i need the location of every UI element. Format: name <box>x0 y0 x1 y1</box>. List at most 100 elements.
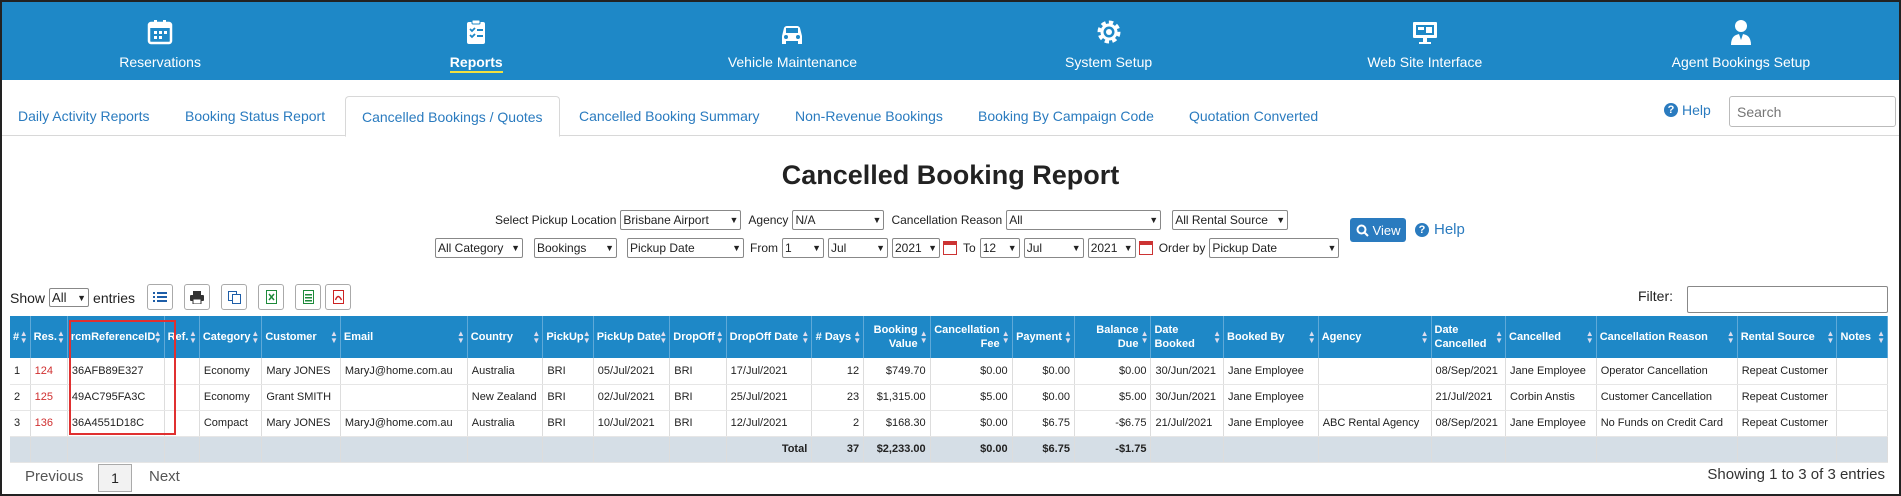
print-button[interactable] <box>184 284 210 310</box>
tab-non-revenue-bookings[interactable]: Non-Revenue Bookings <box>795 108 943 124</box>
from-calendar-icon[interactable] <box>943 241 957 255</box>
column-header[interactable]: Cancellation Reason ▲ ▼ <box>1596 316 1738 358</box>
column-header[interactable]: Email ▲ ▼ <box>340 316 468 358</box>
category-select[interactable]: All Category ▼ <box>435 238 523 258</box>
previous-button[interactable]: Previous <box>25 468 84 485</box>
from-year-select[interactable]: 2021 ▼ <box>892 238 940 258</box>
csv-export-button[interactable] <box>295 284 321 310</box>
column-header[interactable]: PickUp ▲ ▼ <box>542 316 594 358</box>
total-cell <box>261 436 341 463</box>
table-cell: $5.00 <box>930 384 1013 411</box>
column-header[interactable]: # ▲ ▼ <box>10 316 31 358</box>
column-header[interactable]: Booked By ▲ ▼ <box>1223 316 1319 358</box>
nav-web-site-interface[interactable]: Web Site Interface <box>1267 2 1583 80</box>
to-month-select[interactable]: Jul ▼ <box>1023 238 1084 258</box>
table-cell: Grant SMITH <box>261 384 341 411</box>
from-year-value: 2021 <box>895 241 922 255</box>
cancellation-reason-select[interactable]: All ▼ <box>1006 210 1162 230</box>
column-header[interactable]: Cancelled ▲ ▼ <box>1505 316 1597 358</box>
column-header-label: DropOff <box>673 331 715 343</box>
booking-type-select[interactable]: Bookings ▼ <box>534 238 617 258</box>
column-header[interactable]: # Days ▲ ▼ <box>811 316 865 358</box>
total-cell <box>669 436 727 463</box>
total-cell <box>199 436 263 463</box>
column-header[interactable]: Balance Due ▲ ▼ <box>1074 316 1152 358</box>
table-row[interactable]: 1 124 36AFB89E327 Economy Mary JONES MaryJ@ho… <box>10 358 1888 385</box>
column-header[interactable]: Rental Source ▲ ▼ <box>1737 316 1838 358</box>
column-header[interactable]: Cancellation Fee ▲ ▼ <box>930 316 1013 358</box>
table-cell: BRI <box>669 358 727 385</box>
table-cell: 3 <box>10 410 31 437</box>
column-header-label: Cancellation Fee <box>934 324 1000 350</box>
column-header[interactable]: Customer ▲ ▼ <box>261 316 341 358</box>
help-link[interactable]: ? Help <box>1664 102 1711 118</box>
column-header[interactable]: DropOff Date ▲ ▼ <box>726 316 813 358</box>
to-label: To <box>963 241 976 255</box>
agency-select[interactable]: N/A ▼ <box>792 210 885 230</box>
nav-vehicle-maintenance[interactable]: Vehicle Maintenance <box>634 2 950 80</box>
order-by-select[interactable]: Pickup Date ▼ <box>1209 238 1340 258</box>
column-header[interactable]: DropOff ▲ ▼ <box>669 316 727 358</box>
nav-system-setup[interactable]: System Setup <box>951 2 1267 80</box>
column-header[interactable]: Date Booked ▲ ▼ <box>1150 316 1224 358</box>
from-day-select[interactable]: 1 ▼ <box>782 238 824 258</box>
nav-reports[interactable]: Reports <box>318 2 634 80</box>
column-header[interactable]: Payment ▲ ▼ <box>1012 316 1075 358</box>
tab-quotation-converted[interactable]: Quotation Converted <box>1189 108 1319 124</box>
column-header[interactable]: Country ▲ ▼ <box>467 316 544 358</box>
to-calendar-icon[interactable] <box>1138 241 1153 255</box>
nav-agent-bookings-setup[interactable]: Agent Bookings Setup <box>1583 2 1899 80</box>
column-header[interactable]: Res. ▲ ▼ <box>30 316 68 358</box>
page-1-button[interactable]: 1 <box>98 464 132 492</box>
total-cell: $0.00 <box>930 436 1013 463</box>
column-header[interactable]: PickUp Date ▲ ▼ <box>593 316 671 358</box>
column-header[interactable]: Date Cancelled ▲ ▼ <box>1431 316 1507 358</box>
copy-button[interactable] <box>221 284 247 310</box>
column-header[interactable]: Ref. ▲ ▼ <box>164 316 200 358</box>
search-input[interactable] <box>1729 96 1896 127</box>
filter-input[interactable] <box>1687 286 1888 313</box>
view-button[interactable]: View <box>1350 218 1406 242</box>
total-cell <box>1150 436 1224 463</box>
excel-export-button[interactable] <box>258 284 284 310</box>
tab-cancelled-bookings-quotes[interactable]: Cancelled Bookings / Quotes <box>345 96 560 137</box>
total-cell <box>10 436 31 463</box>
column-header[interactable]: Booking Value ▲ ▼ <box>863 316 931 358</box>
pdf-export-button[interactable] <box>325 284 351 310</box>
column-header[interactable]: Agency ▲ ▼ <box>1318 316 1432 358</box>
column-header[interactable]: Notes ▲ ▼ <box>1836 316 1888 358</box>
table-cell[interactable]: 125 <box>30 384 68 411</box>
tab-booking-by-campaign-code[interactable]: Booking By Campaign Code <box>978 108 1154 124</box>
from-month-select[interactable]: Jul ▼ <box>828 238 888 258</box>
table-cell[interactable]: 136 <box>30 410 68 437</box>
tab-booking-status-report[interactable]: Booking Status Report <box>185 108 326 124</box>
entries-select[interactable]: All ▼ <box>49 288 90 307</box>
sort-icon: ▲ ▼ <box>853 329 862 345</box>
column-header-label: Country <box>470 331 513 343</box>
column-header[interactable]: rcmReferenceID ▲ ▼ <box>67 316 165 358</box>
column-visibility-button[interactable] <box>147 284 173 310</box>
tab-daily-activity-reports[interactable]: Daily Activity Reports <box>18 108 150 124</box>
next-button[interactable]: Next <box>149 468 180 485</box>
nav-label: Vehicle Maintenance <box>727 54 858 70</box>
chevron-down-icon: ▼ <box>928 243 937 253</box>
date-type-value: Pickup Date <box>630 241 695 255</box>
table-cell: Corbin Anstis <box>1505 384 1597 411</box>
to-day-select[interactable]: 12 ▼ <box>979 238 1020 258</box>
report-help-link[interactable]: ? Help <box>1415 221 1465 238</box>
column-header[interactable]: Category ▲ ▼ <box>199 316 263 358</box>
table-row[interactable]: 3 136 36A4551D18C Compact Mary JONES MaryJ@ho… <box>10 410 1888 437</box>
table-cell[interactable]: 124 <box>30 358 68 385</box>
agency-value: N/A <box>795 213 816 227</box>
nav-reservations[interactable]: Reservations <box>2 2 318 80</box>
date-type-select[interactable]: Pickup Date ▼ <box>627 238 744 258</box>
pickup-location-select[interactable]: Brisbane Airport ▼ <box>620 210 742 230</box>
table-row[interactable]: 2 125 49AC795FA3C Economy Grant SMITH New Zea… <box>10 384 1888 411</box>
tab-cancelled-booking-summary[interactable]: Cancelled Booking Summary <box>579 108 760 124</box>
table-cell: 23 <box>811 384 865 411</box>
top-nav: Reservations Reports Vehicle Maintenance… <box>2 2 1899 80</box>
pdf-icon <box>332 290 344 304</box>
rental-source-select[interactable]: All Rental Source ▼ <box>1172 210 1289 230</box>
to-year-select[interactable]: 2021 ▼ <box>1087 238 1136 258</box>
